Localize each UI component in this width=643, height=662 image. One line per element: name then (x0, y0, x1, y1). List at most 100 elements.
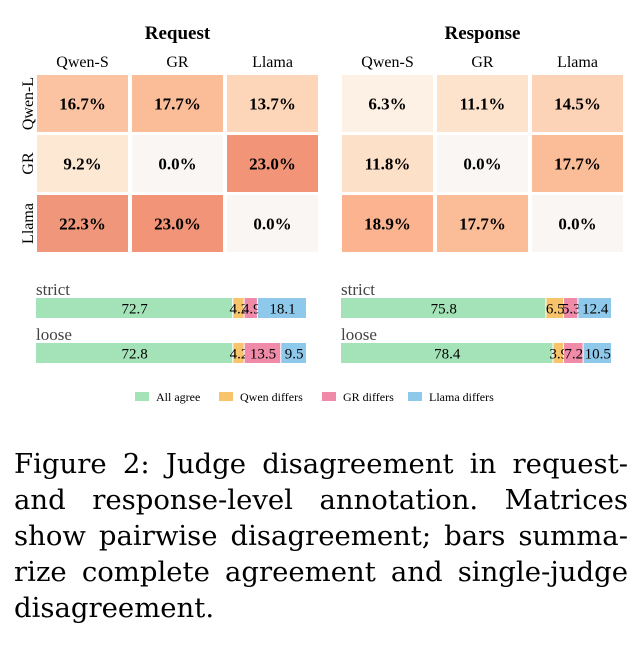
cell-value-label: 17.7% (154, 95, 201, 114)
heatmap-cell (437, 135, 528, 192)
heatmap-cell (227, 195, 318, 252)
bar-segment (583, 343, 611, 363)
cell-value-label: 22.3% (59, 215, 106, 234)
bar-segment (341, 298, 546, 318)
legend-label: Llama differs (429, 390, 494, 404)
figure: Request Qwen-S GR Llama Qwen-L GR Llama 16.7% 17… (20, 23, 623, 404)
bar-value-label: 7.2 (564, 347, 583, 363)
column-label: Qwen-S (56, 54, 108, 71)
legend-label: All agree (156, 390, 200, 404)
heatmap-response: Response Qwen-S GR Llama 6.3% 11.1% 14.5% 11.8%… (342, 23, 623, 252)
bar-value-label: 9.5 (285, 347, 304, 363)
cell-value-label: 11.1% (460, 95, 506, 114)
heatmap-request: Request Qwen-S GR Llama Qwen-L GR Llama 16.7% 17… (20, 23, 318, 252)
bar-value-label: 4.9 (242, 302, 261, 318)
cell-value-label: 23.0% (249, 155, 296, 174)
column-label: Qwen-S (361, 54, 413, 71)
cell-value-label: 23.0% (154, 215, 201, 234)
cell-value-label: 6.3% (368, 95, 406, 114)
bar-segment (281, 343, 306, 363)
bar-segment (233, 343, 244, 363)
caption-line: and response-level annotation. Matrices (14, 484, 628, 516)
bar-value-label: 10.5 (585, 347, 611, 363)
bar-value-label: 18.1 (269, 302, 295, 318)
column-label: Llama (252, 54, 293, 71)
heatmap-cell (532, 135, 623, 192)
legend-label: Qwen differs (240, 390, 303, 404)
cell-value-label: 0.0% (158, 155, 196, 174)
heatmap-cell (342, 75, 433, 132)
heatmap-cell (342, 195, 433, 252)
bar-row-label: strict (36, 280, 70, 299)
bar-segment (36, 343, 233, 363)
heatmap-cell (37, 75, 128, 132)
bar-value-label: 4.2 (230, 302, 249, 318)
heatmap-cell (132, 195, 223, 252)
heatmap-cell (132, 75, 223, 132)
heatmap-cell (437, 75, 528, 132)
bar-value-label: 72.8 (122, 347, 148, 363)
bar-segment (546, 298, 564, 318)
row-label: GR (20, 152, 37, 175)
cell-value-label: 0.0% (558, 215, 596, 234)
legend-label: GR differs (343, 390, 394, 404)
legend-swatch (219, 392, 233, 401)
cell-value-label: 0.0% (253, 215, 291, 234)
heatmap-title: Response (444, 23, 520, 44)
bar-value-label: 12.4 (582, 302, 609, 318)
bar-segment (564, 298, 578, 318)
heatmap-cell (532, 195, 623, 252)
column-label: GR (471, 54, 494, 71)
cell-value-label: 17.7% (554, 155, 601, 174)
bar-value-label: 6.5 (546, 302, 565, 318)
bar-segment (341, 343, 553, 363)
bar-segment (553, 343, 564, 363)
cell-value-label: 17.7% (459, 215, 506, 234)
column-label: GR (166, 54, 189, 71)
bar-row-label: strict (341, 280, 375, 299)
bar-segment (233, 298, 244, 318)
bar-value-label: 72.7 (121, 302, 148, 318)
heatmap-cell (132, 135, 223, 192)
caption-line: disagreement. (14, 592, 215, 624)
row-label: Llama (20, 203, 37, 244)
heatmap-cell (227, 135, 318, 192)
cell-value-label: 9.2% (63, 155, 101, 174)
heatmap-title: Request (145, 23, 211, 44)
legend-swatch (408, 392, 422, 401)
legend: All agree Qwen differs GR differs Llama dif… (135, 390, 494, 404)
bar-value-label: 3.9 (549, 347, 568, 363)
figure-caption: Figure 2: Judge disagreement in request-… (14, 446, 628, 626)
bar-value-label: 5.3 (562, 302, 581, 318)
bar-segment (36, 298, 233, 318)
cell-value-label: 14.5% (554, 95, 601, 114)
bar-segment (257, 298, 306, 318)
caption-line: rize complete agreement and single-judge (14, 556, 628, 588)
bar-segment (244, 343, 281, 363)
bar-value-label: 4.2 (230, 347, 249, 363)
bar-value-label: 13.5 (250, 347, 276, 363)
bar-segment (578, 298, 611, 318)
cell-value-label: 18.9% (364, 215, 411, 234)
heatmap-cell (227, 75, 318, 132)
cell-value-label: 0.0% (463, 155, 501, 174)
heatmap-cell (532, 75, 623, 132)
bar-segment (244, 298, 257, 318)
bar-row-label: loose (36, 325, 72, 344)
heatmap-cell (37, 135, 128, 192)
bars-response: strict 75.8 6.55.3 12.4 loose 78.4 3.97.2 10.5 (341, 280, 611, 363)
bar-value-label: 78.4 (434, 347, 461, 363)
row-label: Qwen-L (20, 77, 37, 130)
heatmap-cell (342, 135, 433, 192)
bar-value-label: 75.8 (431, 302, 457, 318)
cell-value-label: 11.8% (365, 155, 411, 174)
caption-line: Figure 2: Judge disagreement in request- (14, 448, 628, 480)
legend-swatch (322, 392, 336, 401)
heatmap-cell (437, 195, 528, 252)
heatmap-cell (37, 195, 128, 252)
column-label: Llama (557, 54, 598, 71)
cell-value-label: 13.7% (249, 95, 296, 114)
legend-swatch (135, 392, 149, 401)
bar-row-label: loose (341, 325, 377, 344)
